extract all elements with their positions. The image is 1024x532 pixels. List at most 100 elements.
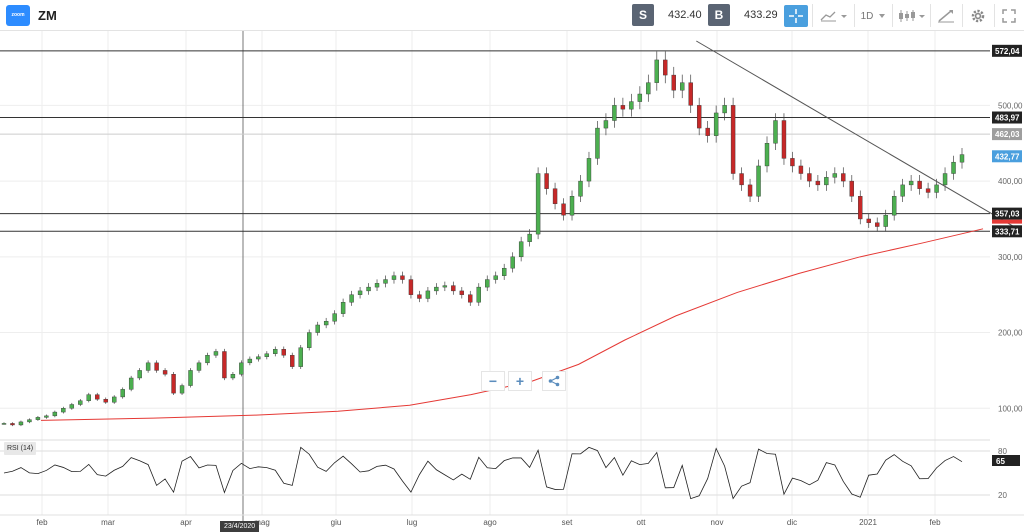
candle-body [527, 233, 532, 242]
candle-body [459, 290, 465, 295]
x-tick-label: ott [637, 518, 647, 527]
crosshair-icon[interactable] [784, 5, 808, 27]
candle-body [408, 279, 414, 295]
candle-body [179, 385, 185, 394]
candle-body [629, 101, 634, 110]
chart-type-icon[interactable] [818, 5, 850, 27]
zoom-in-button[interactable]: + [508, 371, 532, 391]
toolbar-divider [892, 4, 893, 27]
candle-body [849, 180, 854, 197]
candlestick-series [1, 51, 965, 427]
candle-body [290, 355, 295, 367]
candles-icon[interactable] [896, 5, 928, 27]
share-button[interactable] [542, 371, 566, 391]
x-tick-label: set [562, 518, 573, 527]
toolbar-divider [930, 4, 931, 27]
candle-body [1, 423, 7, 425]
candle-body [264, 353, 270, 357]
candle-body [764, 143, 770, 167]
zoom-out-button[interactable]: − [481, 371, 505, 391]
x-tick-label: feb [929, 518, 941, 527]
rsi-indicator-label[interactable]: RSI (14) [4, 442, 37, 455]
toolbar-divider [854, 4, 855, 27]
fullscreen-icon[interactable] [998, 5, 1020, 27]
x-tick-label: apr [180, 518, 192, 527]
candle-body [298, 347, 303, 367]
rsi-tick-20: 20 [998, 491, 1007, 500]
buy-button[interactable]: B [708, 4, 730, 26]
candle-body [442, 285, 448, 288]
candle-body [696, 105, 702, 129]
timeframe-dropdown[interactable]: 1D [858, 5, 890, 27]
candle-body [875, 222, 880, 227]
symbol-label: ZM [38, 8, 57, 23]
sell-price[interactable]: 432.40 [668, 9, 702, 21]
candle-body [52, 411, 58, 417]
draw-icon[interactable] [934, 5, 958, 27]
candle-body [78, 400, 83, 405]
candle-body [493, 275, 498, 280]
y-tick-label: 100,00 [998, 404, 1023, 413]
candle-body [61, 408, 66, 413]
candle-body [578, 180, 583, 197]
buy-price[interactable]: 433.29 [744, 9, 778, 21]
candle-body [866, 218, 871, 223]
candle-body [561, 203, 566, 216]
candle-body [815, 180, 821, 186]
candle-body [824, 177, 829, 186]
candle-body [69, 404, 75, 409]
candle-body [128, 377, 134, 390]
sell-button[interactable]: S [632, 4, 654, 26]
toolbar-divider [994, 4, 995, 27]
level-tag-text: 483,97 [995, 114, 1020, 123]
candle-body [612, 105, 617, 121]
candle-body [366, 286, 371, 292]
y-tick-label: 400,00 [998, 177, 1023, 186]
candle-body [934, 184, 939, 193]
candle-body [35, 417, 41, 420]
candle-body [680, 82, 685, 91]
candle-body [688, 82, 693, 106]
x-tick-label: giu [331, 518, 342, 527]
x-tick-label: feb [36, 518, 48, 527]
candle-body [518, 241, 524, 258]
candle-body [222, 351, 227, 379]
candle-body [230, 374, 236, 379]
x-tick-label: lug [407, 518, 418, 527]
candle-body [900, 184, 905, 197]
x-axis: feb mar apr mag giu lug ago set ott nov dic 2021 feb [0, 514, 1024, 527]
x-tick-label: nov [711, 518, 724, 527]
candle-body [959, 154, 965, 163]
candle-body [586, 158, 592, 182]
moving-average-line [40, 228, 984, 421]
x-tick-label: mar [101, 518, 115, 527]
candle-body [434, 286, 439, 292]
candle-body [663, 59, 668, 76]
candle-body [883, 214, 888, 227]
candle-body [773, 120, 778, 144]
candle-body [145, 362, 151, 371]
y-axis: 100,00 200,00 300,00 400,00 500,00 [998, 101, 1023, 413]
candle-body [646, 82, 651, 95]
candle-body [349, 294, 354, 303]
candle-body [739, 173, 744, 186]
toolbar-divider [812, 4, 813, 27]
candle-body [196, 362, 202, 371]
candle-body [569, 196, 575, 216]
candle-body [476, 286, 481, 303]
candle-body [315, 324, 320, 333]
candle-body [154, 362, 159, 371]
price-tag-text: 432,77 [995, 152, 1020, 161]
candle-body [10, 423, 15, 426]
candle-body [603, 120, 609, 129]
candle-body [942, 173, 948, 186]
gear-icon[interactable] [966, 5, 990, 27]
candle-body [891, 196, 897, 216]
x-tick-label: mag [254, 518, 270, 527]
price-chart[interactable]: 80 20 65 100,00 200,00 300,00 400,00 500,00 fe… [0, 31, 1024, 532]
candle-body [340, 302, 346, 314]
candle-body [256, 356, 261, 360]
candle-body [18, 421, 24, 426]
moving-average-path [40, 228, 984, 421]
